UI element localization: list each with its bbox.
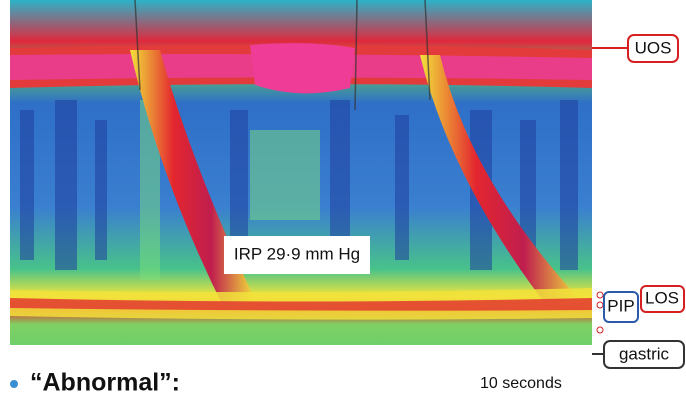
bullet-text: “Abnormal”: [30,369,180,397]
pip-label: PIP [607,296,634,315]
gastric-label: gastric [619,344,670,363]
figure: IRP 29·9 mm Hg UOS PIP LOS gastric “Abno… [0,0,686,405]
los-label: LOS [645,288,679,307]
irp-annotation: IRP 29·9 mm Hg [224,236,370,274]
page: IRP 29·9 mm Hg UOS PIP LOS gastric “Abno… [0,0,686,405]
pressure-plot [10,0,592,345]
irp-label: IRP 29·9 mm Hg [234,244,360,263]
time-scale: 10 seconds [480,375,562,392]
uos-label: UOS [635,38,672,57]
